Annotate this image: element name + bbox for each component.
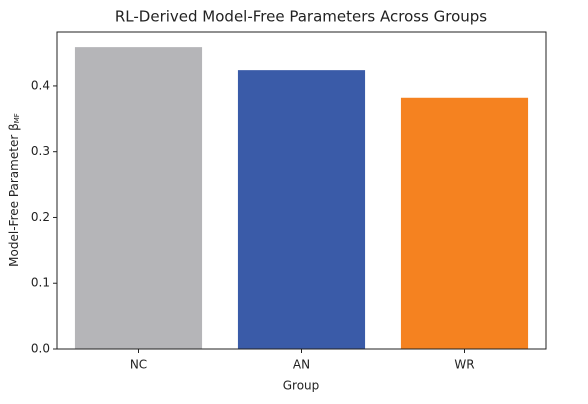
bar xyxy=(74,47,203,349)
bar xyxy=(237,70,366,349)
y-tick-label: 0.3 xyxy=(31,144,50,158)
y-tick-label: 0.0 xyxy=(31,342,50,356)
x-axis-label: Group xyxy=(283,379,320,393)
y-tick-label: 0.1 xyxy=(31,276,50,290)
y-tick-label: 0.4 xyxy=(31,78,50,92)
bar xyxy=(400,97,529,349)
y-tick-label: 0.2 xyxy=(31,210,50,224)
chart-title: RL-Derived Model-Free Parameters Across … xyxy=(115,8,487,26)
y-axis-label: Model-Free Parameter βMF xyxy=(7,113,22,267)
x-tick-label: AN xyxy=(293,358,310,372)
x-tick-label: WR xyxy=(454,358,474,372)
y-axis-label-text: Model-Free Parameter β xyxy=(7,123,21,267)
x-tick-label: NC xyxy=(130,358,147,372)
plot-area xyxy=(74,47,529,349)
y-axis-label-subscript: MF xyxy=(13,113,21,123)
